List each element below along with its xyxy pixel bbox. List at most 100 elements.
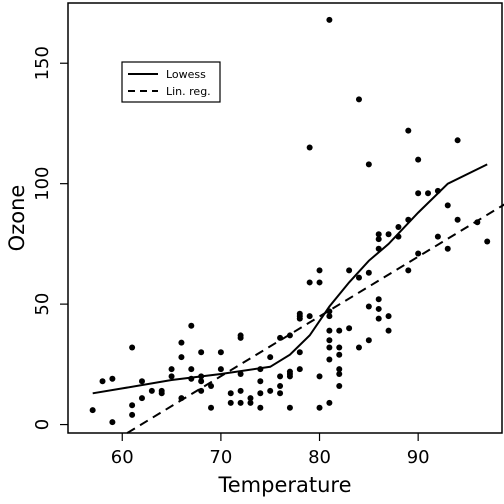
data-point xyxy=(365,269,372,276)
data-point xyxy=(375,236,382,243)
data-point xyxy=(296,315,303,322)
data-point xyxy=(89,407,96,414)
data-point xyxy=(227,390,234,397)
data-point xyxy=(385,327,392,334)
data-point xyxy=(286,373,293,380)
data-point xyxy=(316,267,323,274)
legend: Lowess Lin. reg. xyxy=(121,61,221,103)
data-point xyxy=(375,231,382,238)
data-point xyxy=(454,216,461,223)
data-point xyxy=(405,267,412,274)
y-tick-label: 100 xyxy=(32,166,53,200)
data-point xyxy=(326,337,333,344)
data-point xyxy=(247,399,254,406)
data-point xyxy=(178,339,185,346)
data-point xyxy=(138,395,145,402)
data-point xyxy=(444,202,451,209)
data-point xyxy=(365,161,372,168)
data-point xyxy=(257,390,264,397)
data-point xyxy=(198,378,205,385)
data-point xyxy=(336,366,343,373)
y-tick-label: 150 xyxy=(32,46,53,80)
data-point xyxy=(217,366,224,373)
plot-frame xyxy=(67,2,503,434)
data-point xyxy=(484,238,491,245)
data-point xyxy=(365,337,372,344)
data-point xyxy=(425,190,432,197)
data-point xyxy=(326,16,333,23)
x-tick-label: 80 xyxy=(308,447,331,468)
data-point xyxy=(375,315,382,322)
data-point xyxy=(355,274,362,281)
y-axis: 0 50 100 150 xyxy=(32,46,68,430)
legend-label-linreg: Lin. reg. xyxy=(166,85,211,98)
data-point xyxy=(237,334,244,341)
data-point xyxy=(148,387,155,394)
data-point xyxy=(109,419,116,426)
data-point xyxy=(326,399,333,406)
data-point xyxy=(405,127,412,134)
data-point xyxy=(277,373,284,380)
data-point xyxy=(326,327,333,334)
data-point xyxy=(454,137,461,144)
data-point xyxy=(336,344,343,351)
data-point xyxy=(434,233,441,240)
data-point xyxy=(336,327,343,334)
data-point xyxy=(385,313,392,320)
data-point xyxy=(257,404,264,411)
data-point xyxy=(444,245,451,252)
data-point xyxy=(286,404,293,411)
data-point xyxy=(217,349,224,356)
data-point xyxy=(375,305,382,312)
data-point xyxy=(336,370,343,377)
data-point xyxy=(286,332,293,339)
data-point xyxy=(326,356,333,363)
legend-label-lowess: Lowess xyxy=(166,68,206,81)
data-point xyxy=(277,383,284,390)
data-point xyxy=(267,354,274,361)
data-point xyxy=(129,402,136,409)
data-point xyxy=(109,375,116,382)
data-point xyxy=(415,190,422,197)
data-point xyxy=(395,224,402,231)
x-tick-label: 70 xyxy=(209,447,232,468)
data-point xyxy=(296,349,303,356)
data-point xyxy=(326,344,333,351)
x-tick-label: 60 xyxy=(111,447,134,468)
data-point xyxy=(198,387,205,394)
data-point xyxy=(267,387,274,394)
data-point xyxy=(257,378,264,385)
data-point xyxy=(129,344,136,351)
data-point xyxy=(198,349,205,356)
fit-lines xyxy=(92,163,504,434)
data-point xyxy=(208,383,215,390)
data-point xyxy=(355,96,362,103)
data-points xyxy=(89,16,491,426)
data-point xyxy=(168,373,175,380)
data-point xyxy=(316,279,323,286)
data-point xyxy=(277,390,284,397)
lowess-line xyxy=(92,163,488,395)
data-point xyxy=(415,156,422,163)
data-point xyxy=(346,325,353,332)
data-point xyxy=(138,378,145,385)
data-point xyxy=(375,296,382,303)
data-point xyxy=(316,404,323,411)
data-point xyxy=(306,313,313,320)
data-point xyxy=(247,395,254,402)
data-point xyxy=(385,231,392,238)
data-point xyxy=(208,404,215,411)
data-point xyxy=(316,373,323,380)
y-tick-label: 0 xyxy=(32,419,53,430)
data-point xyxy=(237,387,244,394)
data-point xyxy=(355,344,362,351)
legend-box xyxy=(121,61,221,103)
data-point xyxy=(306,279,313,286)
data-point xyxy=(336,351,343,358)
data-point xyxy=(129,411,136,418)
data-point xyxy=(168,366,175,373)
data-point xyxy=(237,399,244,406)
data-point xyxy=(296,366,303,373)
data-point xyxy=(99,378,106,385)
